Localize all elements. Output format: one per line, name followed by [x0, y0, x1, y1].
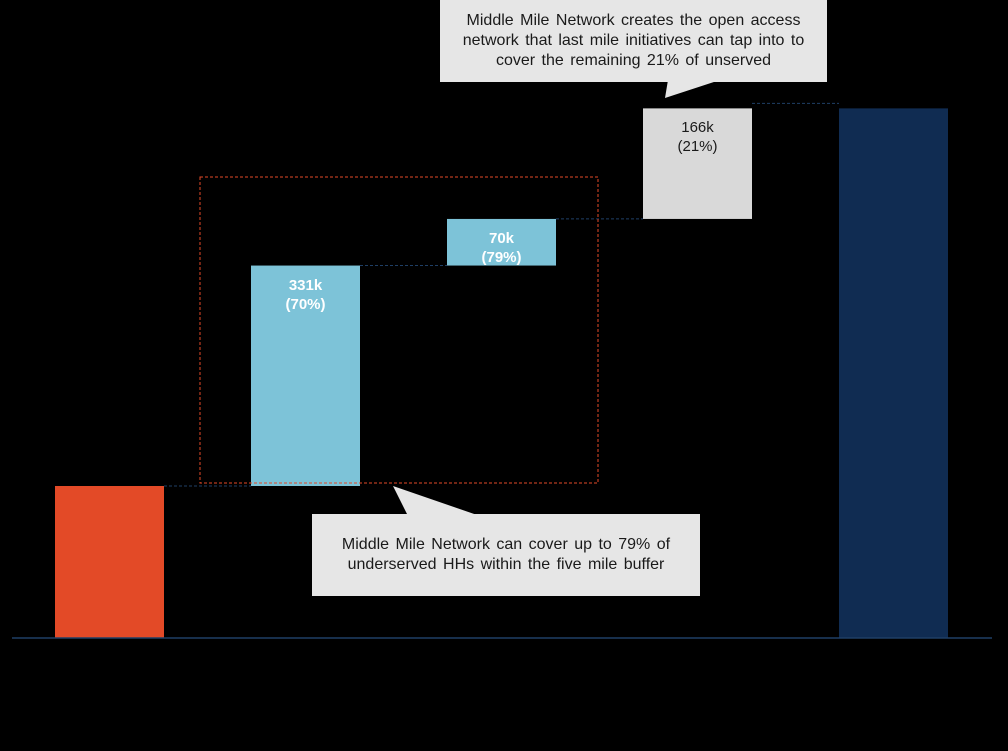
top-callout-line: Middle Mile Network creates the open acc…	[466, 12, 801, 29]
bottom-callout-pointer	[393, 486, 480, 516]
bar-data-label: 331k (70%)	[251, 276, 360, 314]
bar-value-label: 166k	[681, 119, 714, 137]
bar-value-label: 70k	[488, 229, 515, 247]
bar-value-label: 331k	[288, 276, 323, 294]
waterfall-bar-increment	[447, 218, 556, 266]
bar-share-label: (21%)	[677, 138, 718, 156]
bar-data-label: 70k (79%)	[447, 229, 556, 267]
waterfall-bar-total	[839, 108, 948, 639]
bar-share-label: (70%)	[285, 295, 326, 313]
waterfall-bar-increment	[251, 265, 360, 486]
top-callout-line: cover the remaining 21% of unserved	[495, 52, 772, 69]
connectors-layer	[164, 102, 839, 487]
bottom-callout-line: Middle Mile Network can cover up to 79% …	[341, 536, 671, 553]
waterfall-bar-increment	[643, 108, 752, 219]
top-callout-pointer	[665, 80, 720, 98]
bottom-callout: Middle Mile Network can cover up to 79% …	[312, 514, 700, 596]
top-callout-line: network that last mile initiatives can t…	[462, 32, 805, 49]
bar-data-label: 166k (21%)	[643, 118, 752, 156]
coverage-highlight-box	[199, 176, 599, 484]
bar-share-label: (79%)	[481, 248, 522, 266]
bars-layer	[55, 108, 948, 639]
bottom-callout-line: underserved HHs within the five mile buf…	[347, 556, 665, 573]
top-callout: Middle Mile Network creates the open acc…	[440, 0, 827, 82]
waterfall-bar-start	[55, 486, 164, 638]
